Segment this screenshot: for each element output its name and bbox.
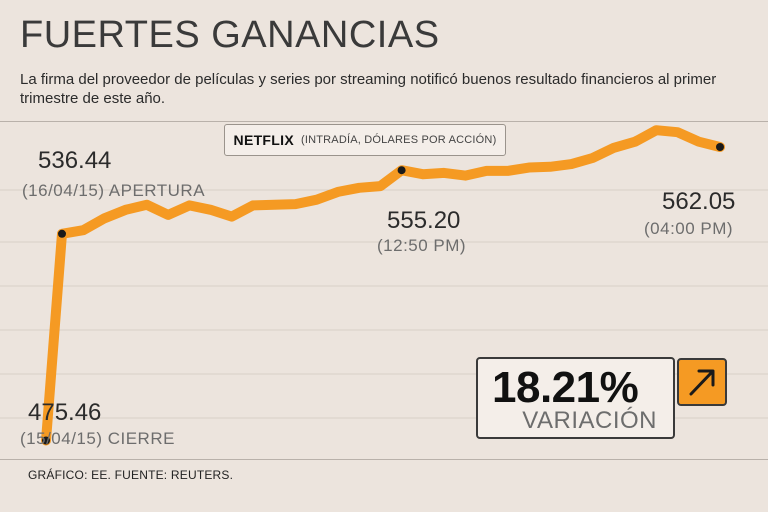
legend-note: (INTRADÍA, DÓLARES POR ACCIÓN) bbox=[300, 134, 497, 146]
variation-percent: 18.21% bbox=[492, 363, 639, 412]
variation-label: VARIACIÓN bbox=[522, 407, 657, 434]
end-value-label: 562.05 bbox=[662, 188, 736, 215]
marked-points-layer bbox=[42, 143, 724, 445]
chart-title: FUERTES GANANCIAS bbox=[20, 14, 440, 56]
chart-subtitle: La firma del proveedor de películas y se… bbox=[20, 71, 717, 107]
open-date-label: (16/04/15) APERTURA bbox=[22, 181, 206, 200]
mid-value-label: 555.20 bbox=[387, 207, 461, 234]
series-line-layer bbox=[41, 125, 725, 446]
open-value-label: 536.44 bbox=[38, 147, 112, 174]
mid-time-label: (12:50 PM) bbox=[377, 236, 467, 255]
marked-point bbox=[397, 166, 406, 175]
top-divider bbox=[0, 121, 768, 122]
arrow-up-right-icon bbox=[677, 358, 727, 406]
legend-box: NETFLIX (INTRADÍA, DÓLARES POR ACCIÓN) bbox=[224, 124, 506, 156]
end-time-label: (04:00 PM) bbox=[644, 219, 734, 238]
arrow-up-right-glyph bbox=[689, 369, 715, 396]
netflix-price-line bbox=[41, 125, 725, 446]
start-date-label: (15/04/15) CIERRE bbox=[20, 429, 175, 448]
marked-point bbox=[42, 436, 50, 445]
start-value-label: 475.46 bbox=[28, 399, 102, 426]
marked-point bbox=[716, 143, 724, 151]
marked-point bbox=[58, 229, 66, 238]
bottom-divider bbox=[0, 459, 768, 460]
legend-brand: NETFLIX bbox=[233, 132, 294, 148]
variation-box: 18.21% VARIACIÓN bbox=[476, 357, 675, 439]
source-footer: GRÁFICO: EE. FUENTE: REUTERS. bbox=[28, 468, 234, 482]
